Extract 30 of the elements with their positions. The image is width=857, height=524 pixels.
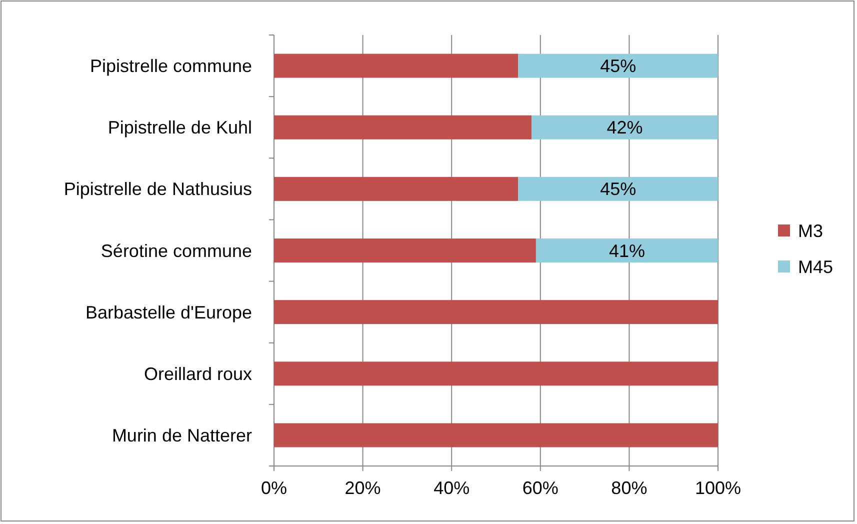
data-label: 41% [608,240,645,261]
legend-label: M3 [798,220,824,241]
x-tick-label: 100% [694,478,742,498]
data-label: 45% [600,179,636,200]
y-tick-label: Pipistrelle de Nathusius [64,179,252,200]
x-tick-label: 60% [522,478,558,498]
bar [274,54,518,78]
data-label: 45% [600,56,636,76]
y-tick-label: Oreillard roux [144,364,252,384]
bar [274,300,718,324]
data-label: 42% [606,118,643,138]
bar [274,176,518,201]
y-tick-label: Barbastelle d'Europe [85,302,252,322]
y-tick-label: Sérotine commune [100,240,252,261]
bar [274,423,718,448]
x-tick-label: 0% [260,478,288,498]
bar [274,115,532,140]
bar [518,54,718,78]
x-tick-label: 40% [434,478,470,498]
bar [274,238,536,262]
bar [532,115,718,140]
y-tick-label: Pipistrelle de Kuhl [108,118,252,138]
legend-label: M45 [798,256,834,277]
bar [536,238,718,262]
x-tick-label: 20% [344,478,381,498]
bar [518,176,718,201]
x-tick-label: 80% [611,478,648,498]
y-tick-label: Murin de Natterer [112,426,252,446]
y-tick-label: Pipistrelle commune [90,56,252,76]
bar [274,362,718,386]
